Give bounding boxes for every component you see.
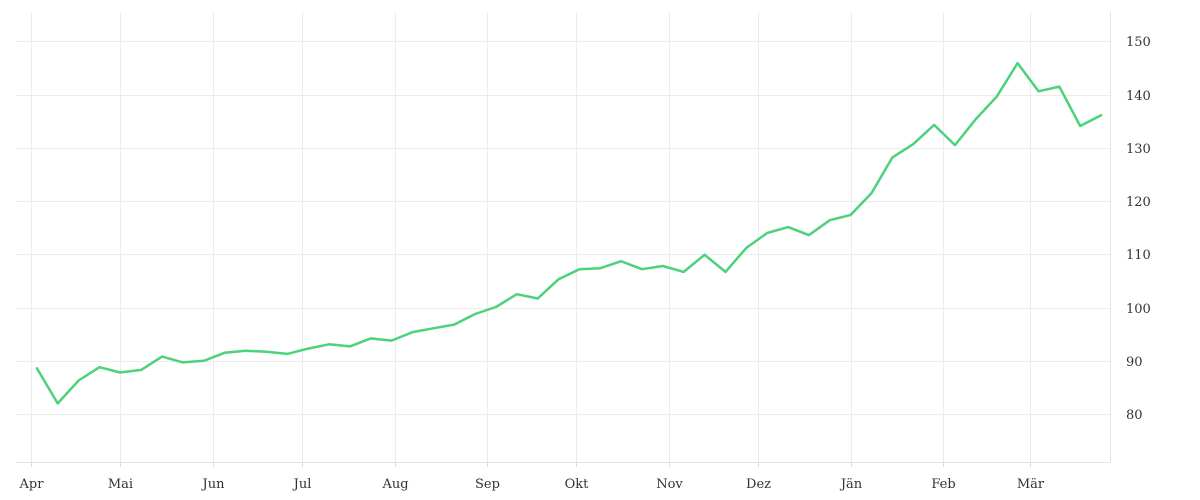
x-tick-label: Apr <box>19 477 45 492</box>
y-tick-label: 90 <box>1126 355 1143 370</box>
grid-layer <box>16 12 1110 462</box>
x-tick-label: Mär <box>1017 477 1045 492</box>
y-tick-label: 120 <box>1126 195 1151 210</box>
x-tick-label: Dez <box>746 477 771 492</box>
x-tick-label: Jun <box>201 477 226 492</box>
x-tick-label: Okt <box>565 477 590 492</box>
x-tick-label: Feb <box>931 477 955 492</box>
x-tick-label: Aug <box>381 477 408 492</box>
series-layer <box>35 61 1103 405</box>
label-layer: 80 90 100 110 120 130 140 150 Apr Mai Jun Jul Aug Sep… <box>19 35 1151 492</box>
y-tick-label: 80 <box>1126 408 1143 423</box>
x-tick-label: Jän <box>839 477 863 492</box>
y-tick-label: 110 <box>1126 248 1151 263</box>
x-tick-label: Nov <box>656 477 683 492</box>
y-tick-label: 150 <box>1126 35 1151 50</box>
y-tick-label: 100 <box>1126 302 1151 317</box>
series-line <box>35 61 1103 405</box>
axis-layer <box>16 12 1111 467</box>
x-tick-label: Jul <box>292 477 312 492</box>
x-tick-label: Mai <box>108 477 133 492</box>
y-tick-label: 130 <box>1126 142 1151 157</box>
x-tick-label: Sep <box>475 477 500 492</box>
y-tick-label: 140 <box>1126 89 1151 104</box>
